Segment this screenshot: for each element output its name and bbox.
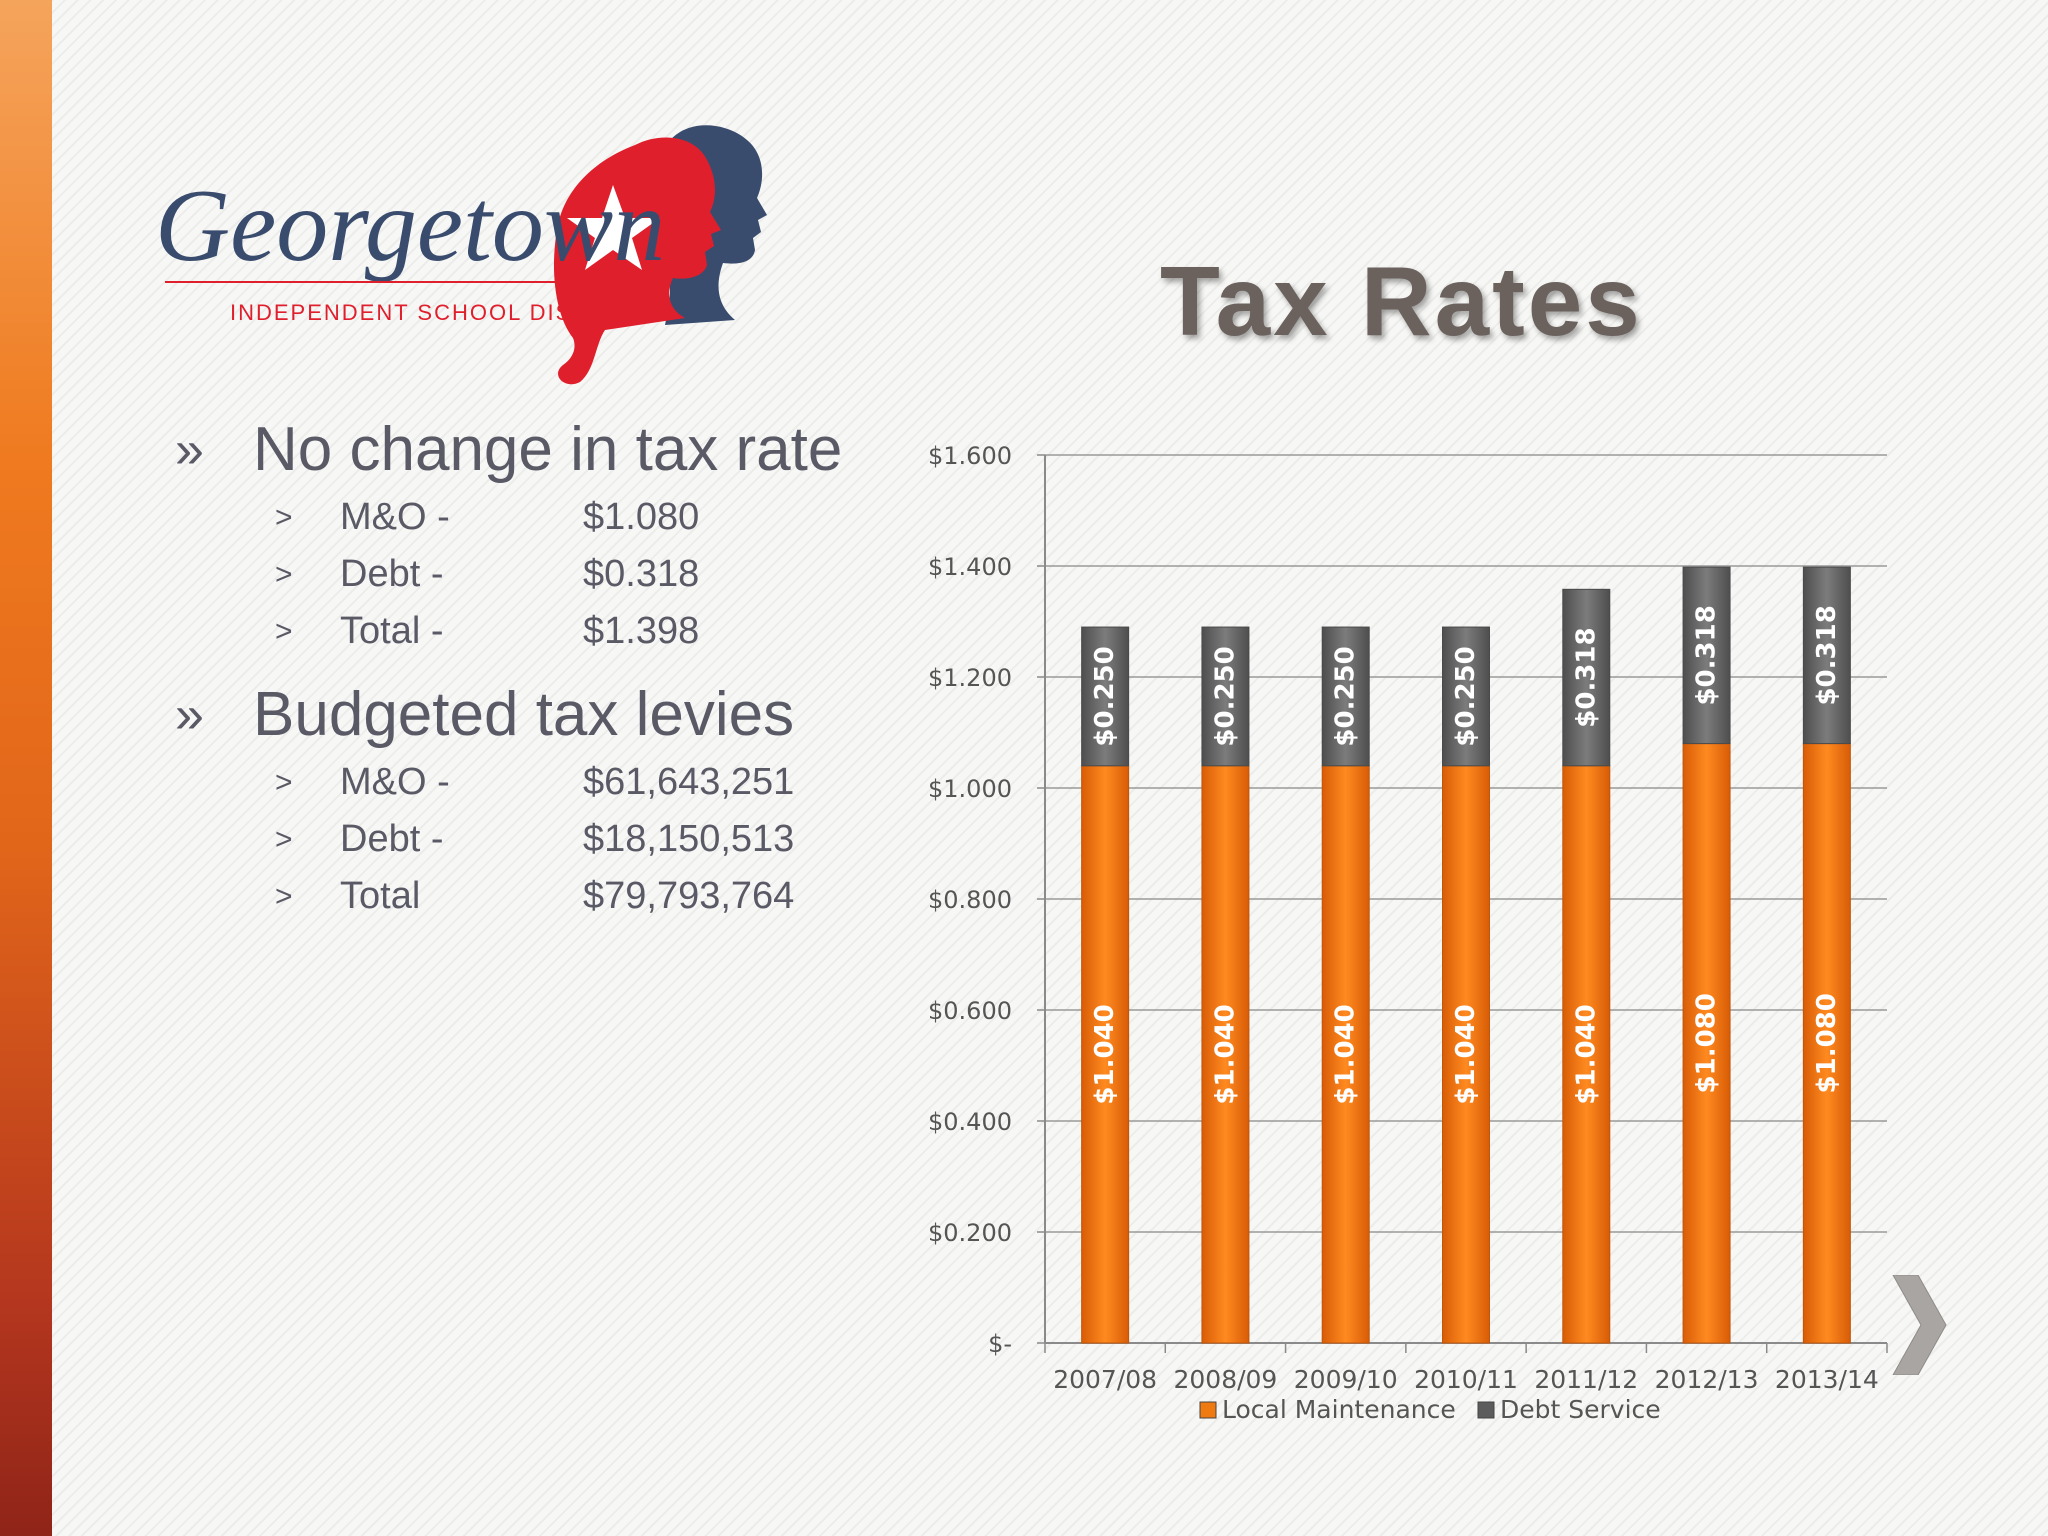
sub-bullet: > M&O - $1.080 <box>175 489 895 546</box>
page-title: Tax Rates <box>1160 246 1643 356</box>
bullet-text: Budgeted tax levies <box>253 680 795 749</box>
data-label-debt-service: $0.318 <box>1692 605 1722 705</box>
x-tick-label: 2008/09 <box>1173 1365 1277 1394</box>
side-accent-bar <box>0 0 52 1536</box>
bar-debt-service <box>1201 626 1250 767</box>
bullet-list: » No change in tax rate > M&O - $1.080 >… <box>175 415 895 925</box>
bar-local-maintenance <box>1802 743 1851 1344</box>
data-label-local-maintenance: $1.040 <box>1451 1004 1481 1104</box>
bar-debt-service <box>1442 626 1490 767</box>
y-tick-label: $1.400 <box>928 553 1012 581</box>
bullet-rate-change: » No change in tax rate <box>175 415 895 485</box>
bullet-text: No change in tax rate <box>253 415 843 484</box>
data-label-debt-service: $0.250 <box>1331 646 1361 746</box>
bar-local-maintenance <box>1442 765 1490 1344</box>
y-tick-label: $0.200 <box>928 1219 1012 1247</box>
sub-bullet-mark: > <box>275 501 293 534</box>
sub-bullet-value: $0.318 <box>583 553 700 595</box>
data-label-local-maintenance: $1.040 <box>1571 1004 1601 1104</box>
y-tick-label: $1.200 <box>928 664 1012 692</box>
sub-bullet-label: Total - <box>340 610 444 652</box>
data-label-local-maintenance: $1.080 <box>1692 993 1722 1093</box>
bar-debt-service <box>1802 566 1851 745</box>
y-tick-label: $0.800 <box>928 886 1012 914</box>
x-tick-label: 2009/10 <box>1294 1365 1398 1394</box>
bar-local-maintenance <box>1201 765 1250 1344</box>
sub-bullet-mark: > <box>275 558 293 591</box>
bar-debt-service <box>1321 626 1370 767</box>
y-tick-label: $0.400 <box>928 1108 1012 1136</box>
sub-bullet: > Total - $1.398 <box>175 603 895 660</box>
x-tick-label: 2010/11 <box>1414 1365 1518 1394</box>
sub-bullet-value: $1.080 <box>583 496 700 538</box>
data-label-debt-service: $0.318 <box>1571 627 1601 727</box>
y-tick-label: $1.000 <box>928 775 1012 803</box>
logo-subtitle: INDEPENDENT SCHOOL DISTRICT <box>230 300 647 325</box>
sub-bullet-label: Total <box>340 875 421 917</box>
bar-debt-service <box>1682 566 1731 745</box>
sub-bullet: > Debt - $0.318 <box>175 546 895 603</box>
data-label-local-maintenance: $1.040 <box>1331 1004 1361 1104</box>
data-label-debt-service: $0.250 <box>1210 646 1240 746</box>
bullet-mark: » <box>175 686 204 744</box>
bar-debt-service <box>1081 626 1130 767</box>
x-tick-label: 2012/13 <box>1655 1365 1759 1394</box>
x-tick-label: 2013/14 <box>1775 1365 1879 1394</box>
georgetown-isd-logo: Georgetown INDEPENDENT SCHOOL DISTRICT <box>155 125 767 385</box>
sub-bullet-mark: > <box>275 615 293 648</box>
y-tick-label: $0.600 <box>928 997 1012 1025</box>
y-tick-label: $1.600 <box>928 442 1012 470</box>
bullet-mark: » <box>175 421 204 479</box>
data-label-debt-service: $0.250 <box>1090 646 1120 746</box>
data-label-debt-service: $0.250 <box>1451 646 1481 746</box>
sub-bullet: > Debt - $18,150,513 <box>175 811 895 868</box>
legend-debt-service-swatch <box>1477 1401 1495 1419</box>
bullet-tax-levies: » Budgeted tax levies <box>175 680 895 750</box>
sub-bullet-label: Debt - <box>340 553 444 595</box>
legend-local-maintenance-label: Local Maintenance <box>1222 1395 1456 1424</box>
y-tick-label: $- <box>988 1330 1012 1358</box>
sub-bullet-label: Debt - <box>340 818 444 860</box>
sub-bullet-mark: > <box>275 880 293 913</box>
data-label-debt-service: $0.318 <box>1812 605 1842 705</box>
logo-star <box>567 185 660 270</box>
bar-local-maintenance <box>1682 743 1731 1344</box>
sub-bullet-label: M&O - <box>340 761 450 803</box>
data-label-local-maintenance: $1.040 <box>1090 1004 1120 1104</box>
data-label-local-maintenance: $1.040 <box>1210 1004 1240 1104</box>
x-tick-label: 2011/12 <box>1534 1365 1638 1394</box>
bar-local-maintenance <box>1562 765 1611 1344</box>
bar-local-maintenance <box>1081 765 1130 1344</box>
bar-debt-service <box>1562 588 1611 767</box>
sub-bullet-value: $18,150,513 <box>583 818 795 860</box>
legend-local-maintenance-swatch <box>1199 1401 1217 1419</box>
sub-bullet: > Total $79,793,764 <box>175 868 895 925</box>
sub-bullet-value: $79,793,764 <box>583 875 795 917</box>
legend-debt-service-label: Debt Service <box>1500 1395 1661 1424</box>
sub-bullet-value: $1.398 <box>583 610 700 652</box>
sub-bullet-mark: > <box>275 766 293 799</box>
sub-bullet-label: M&O - <box>340 496 450 538</box>
data-label-local-maintenance: $1.080 <box>1812 993 1842 1093</box>
x-tick-label: 2007/08 <box>1053 1365 1157 1394</box>
logo-wordmark: Georgetown <box>155 168 665 283</box>
sub-bullet-value: $61,643,251 <box>583 761 795 803</box>
chevron-right-icon[interactable] <box>1888 1275 1948 1375</box>
sub-bullet: > M&O - $61,643,251 <box>175 754 895 811</box>
sub-bullet-mark: > <box>275 823 293 856</box>
